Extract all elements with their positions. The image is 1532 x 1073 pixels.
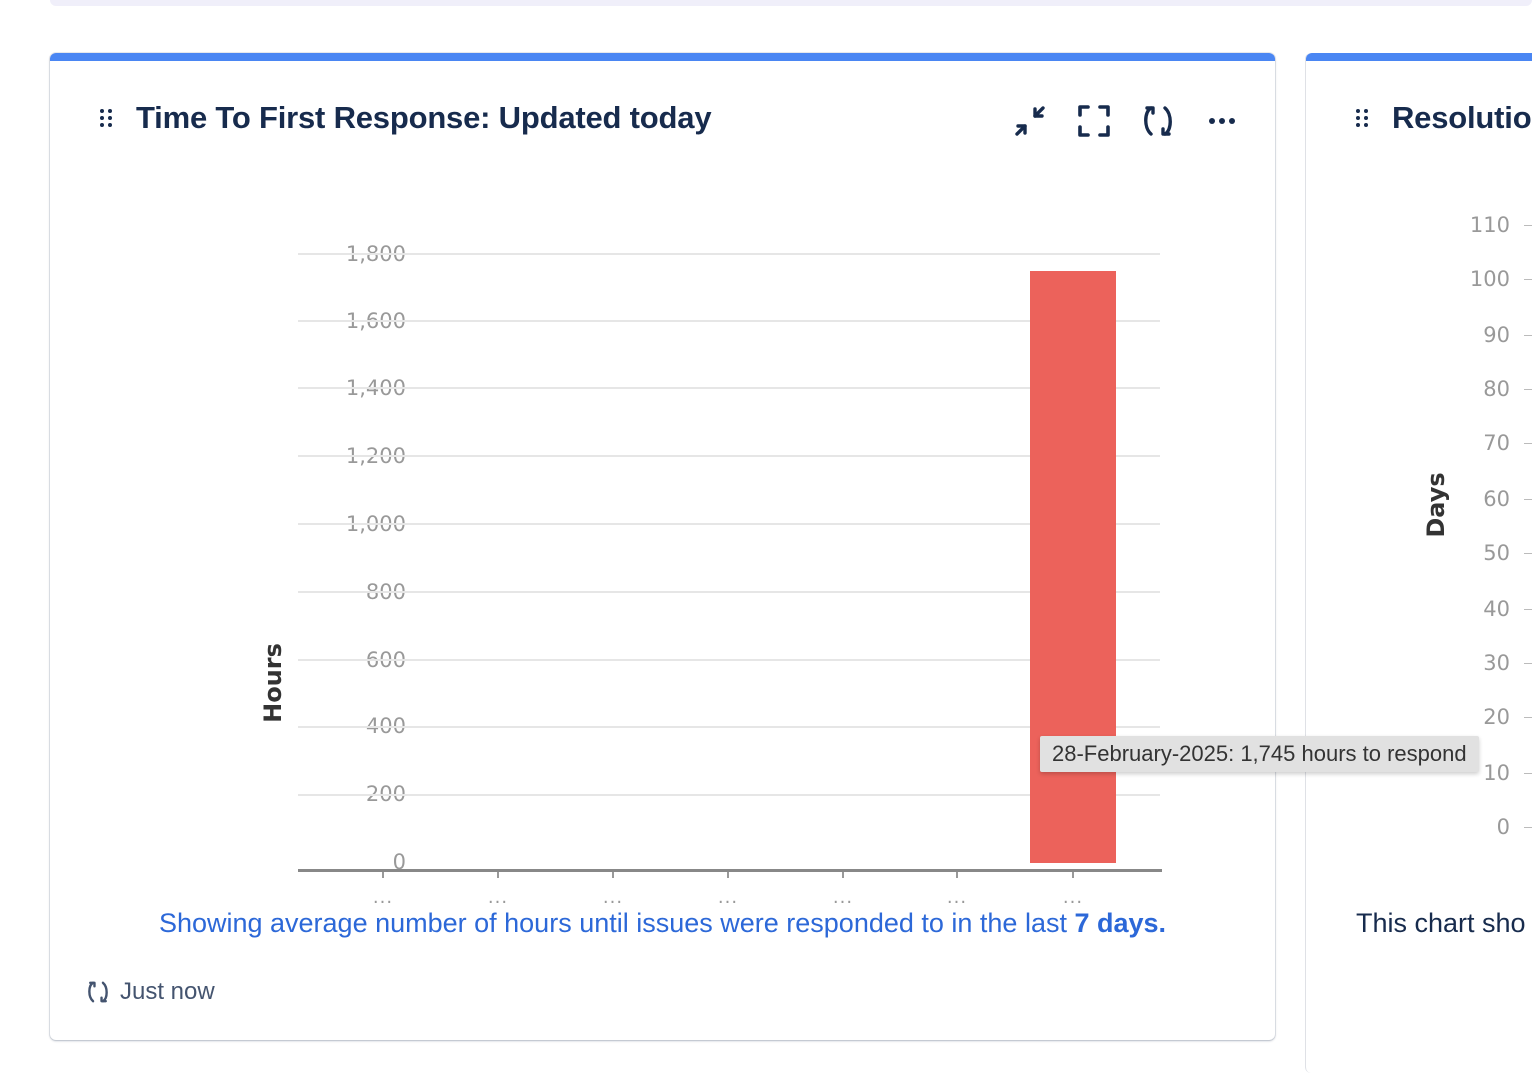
y-tick-mark [1524,663,1532,664]
y-tick-mark [1524,279,1532,280]
x-tick [842,872,844,878]
refresh-button[interactable] [1126,101,1190,141]
chart-description: Showing average number of hours until is… [50,908,1275,939]
gadget-header: Time To First Response: Updated today [50,93,1275,143]
y-tick-mark [1524,335,1532,336]
x-label: ... [946,887,968,908]
more-icon [1209,118,1235,124]
x-label: ... [602,887,624,908]
top-bar [50,0,1532,6]
x-axis [298,869,1162,872]
y-tick: 100 [1469,267,1510,291]
gadget-title: Time To First Response: Updated today [136,100,712,135]
description-period: 7 days. [1074,908,1167,938]
bar-tooltip: 28-February-2025: 1,745 hours to respond [1040,736,1479,772]
y-tick-mark [1524,773,1532,774]
time-to-first-response-gadget: Time To First Response: Updated today [50,53,1275,1040]
gadget-header: Resolutio [1306,93,1532,143]
gridline [298,455,1160,457]
y-tick: 30 [1483,651,1510,675]
y-tick: 0 [392,850,406,874]
y-tick: 20 [1483,705,1510,729]
y-tick-mark [1524,553,1532,554]
gridline [298,794,1160,796]
gridline [298,253,1160,255]
last-refreshed: Just now [86,978,215,1006]
gadget-accent-bar [1306,53,1532,61]
x-label: ... [372,887,394,908]
refresh-icon [1144,106,1172,136]
y-tick: 80 [1483,377,1510,401]
y-tick: 70 [1483,431,1510,455]
x-tick [1072,872,1074,878]
y-tick-mark [1524,717,1532,718]
more-button[interactable] [1190,101,1254,141]
resolution-gadget: Resolutio Days 110 100 90 80 70 60 50 40… [1305,53,1532,1073]
x-tick [382,872,384,878]
gridline [298,320,1160,322]
x-label: ... [832,887,854,908]
gridline [298,726,1160,728]
chart-description: This chart sho [1356,908,1526,938]
y-tick: 50 [1483,541,1510,565]
bar-chart: Hours 1,800 1,600 1,400 1,200 1,000 800 … [160,183,1230,913]
y-tick: 10 [1483,761,1510,785]
x-tick [612,872,614,878]
fullscreen-button[interactable] [1062,101,1126,141]
gadget-title: Resolutio [1392,100,1532,135]
refresh-time: Just now [120,978,215,1005]
refresh-icon[interactable] [86,980,110,1004]
y-tick: 90 [1483,323,1510,347]
drag-handle-icon[interactable] [100,109,112,127]
gadget-actions [998,101,1254,141]
y-tick-mark [1524,609,1532,610]
x-tick [497,872,499,878]
y-tick: 60 [1483,487,1510,511]
fullscreen-icon [1078,105,1110,137]
x-label: ... [1062,887,1084,908]
gadget-accent-bar [50,53,1275,61]
y-tick-mark [1524,499,1532,500]
y-tick-mark [1524,443,1532,444]
drag-handle-icon[interactable] [1356,109,1368,127]
y-tick-mark [1524,827,1532,828]
gridline [298,659,1160,661]
description-text: Showing average number of hours until is… [158,908,1075,938]
y-tick: 110 [1469,213,1510,237]
x-tick [956,872,958,878]
minimize-button[interactable] [998,101,1062,141]
bar-28-february-2025[interactable] [1030,271,1116,863]
gridline [298,523,1160,525]
minimize-icon [1015,106,1045,136]
gridline [298,591,1160,593]
y-tick-mark [1524,389,1532,390]
y-tick-mark [1524,225,1532,226]
x-label: ... [487,887,509,908]
x-tick [727,872,729,878]
y-tick: 0 [1496,815,1510,839]
x-label: ... [717,887,739,908]
y-tick: 40 [1483,597,1510,621]
gridline [298,387,1160,389]
